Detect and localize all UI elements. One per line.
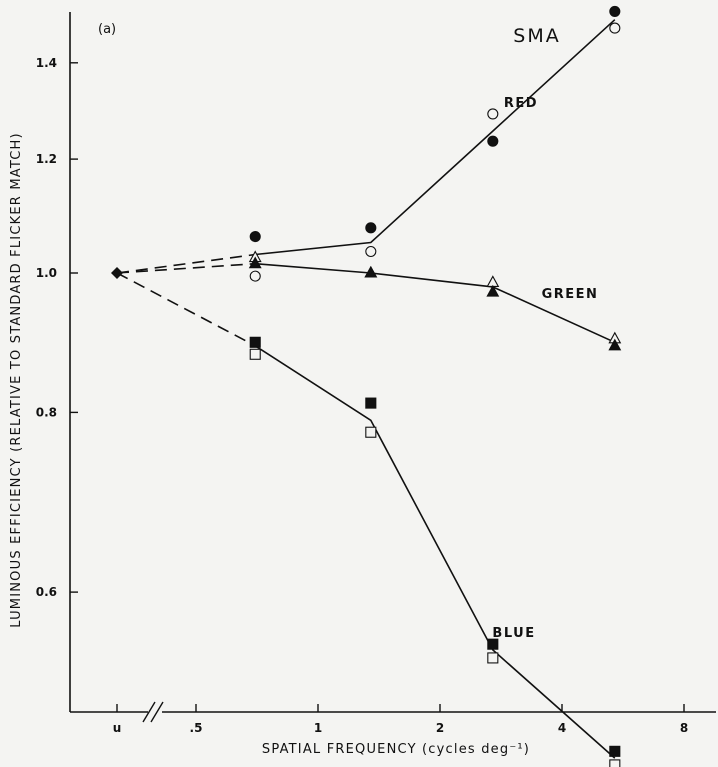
series-dashed-blue <box>116 272 256 347</box>
x-axis-label: SPATIAL FREQUENCY (cycles deg⁻¹) <box>262 742 530 757</box>
open-circle-point <box>487 108 499 120</box>
y-tick-label: 0.8 <box>36 405 57 419</box>
x-tick-label: .5 <box>190 721 203 735</box>
series-dashed-green <box>116 262 256 274</box>
filled-circle-point <box>365 222 377 234</box>
series-line-red <box>255 19 616 256</box>
panel-label: (a) <box>98 22 116 37</box>
series-line-blue <box>254 345 616 759</box>
filled-triangle-point <box>608 338 622 351</box>
axis-break-mark <box>150 701 164 723</box>
open-square-point <box>249 348 261 360</box>
y-tick-label: 1.0 <box>36 266 57 280</box>
open-square-point <box>487 652 499 664</box>
series-label-red: RED <box>504 96 538 111</box>
axes: u <box>69 12 716 735</box>
x-tick-label: 8 <box>680 721 688 735</box>
data-points <box>111 5 622 767</box>
open-square-point <box>365 426 377 438</box>
chart-title: SMA <box>513 25 560 47</box>
y-axis-label: LUMINOUS EFFICIENCY (RELATIVE TO STANDAR… <box>9 132 24 627</box>
filled-square-point <box>609 745 621 757</box>
filled-triangle-point <box>486 284 500 297</box>
filled-square-point <box>365 397 377 409</box>
filled-circle-point <box>609 5 621 17</box>
series-dashed-red <box>116 253 256 274</box>
x-tick-label: 1 <box>314 721 322 735</box>
x-tick-label: 4 <box>558 721 566 735</box>
filled-square-point <box>487 638 499 650</box>
series-label-green: GREEN <box>542 287 599 302</box>
open-square-point <box>609 759 621 767</box>
x-tick-label-u: u <box>113 721 122 735</box>
open-circle-point <box>609 22 621 34</box>
open-circle-point <box>249 270 261 282</box>
y-tick-label: 1.4 <box>36 56 57 70</box>
series-line-green <box>255 262 616 344</box>
filled-circle-point <box>487 135 499 147</box>
labels: (a) SMA SPATIAL FREQUENCY (cycles deg⁻¹)… <box>9 22 599 757</box>
axis-break-mark <box>142 701 156 723</box>
open-circle-point <box>365 245 377 258</box>
y-tick-label: 0.6 <box>36 585 57 599</box>
filled-triangle-point <box>248 256 262 269</box>
x-tick-label: 2 <box>436 721 444 735</box>
uniform-field-point <box>111 267 123 279</box>
fit-lines <box>116 19 616 759</box>
filled-square-point <box>249 336 261 348</box>
series-label-blue: BLUE <box>492 626 535 641</box>
filled-triangle-point <box>364 265 378 278</box>
y-tick-label: 1.2 <box>36 152 57 166</box>
filled-circle-point <box>249 231 261 243</box>
